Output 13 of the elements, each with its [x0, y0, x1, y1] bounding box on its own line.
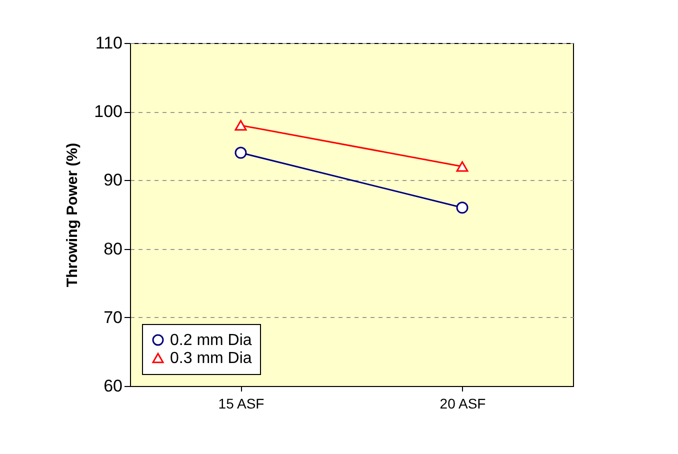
y-tick-label: 60 — [104, 376, 122, 396]
y-tick-label: 100 — [94, 102, 122, 122]
y-axis-title: Throwing Power (%) — [64, 142, 82, 288]
y-tick-label: 80 — [104, 239, 122, 258]
x-tick-label: 20 ASF — [440, 396, 486, 412]
legend-label: 0.3 mm Dia — [170, 350, 252, 367]
x-tick-label: 15 ASF — [218, 396, 264, 412]
legend-label: 0.2 mm Dia — [170, 332, 252, 349]
y-tick-label: 70 — [104, 308, 122, 327]
y-tick-label: 110 — [95, 34, 122, 52]
point — [456, 202, 468, 214]
y-tick-label: 90 — [104, 170, 122, 190]
point — [234, 146, 247, 159]
